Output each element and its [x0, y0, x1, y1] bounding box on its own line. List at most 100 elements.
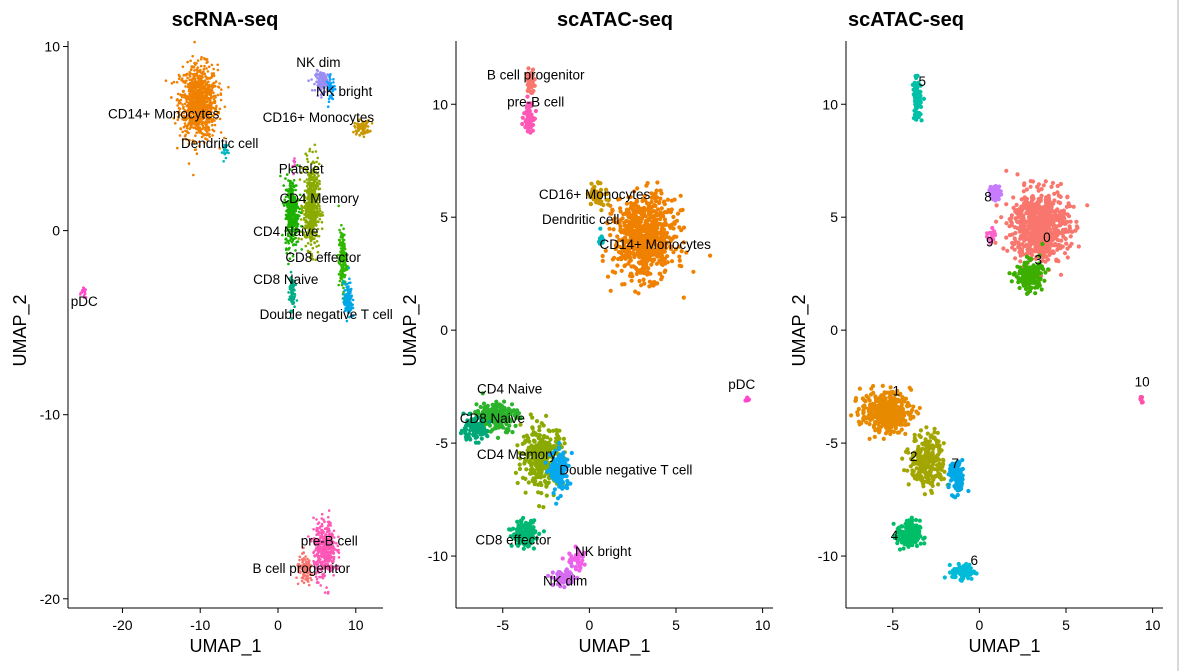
data-point — [204, 126, 207, 130]
data-point — [185, 127, 189, 130]
data-point — [345, 285, 349, 289]
data-point — [307, 181, 311, 185]
data-point — [298, 207, 301, 210]
data-point — [560, 452, 565, 457]
data-point — [479, 436, 484, 441]
data-point — [183, 102, 187, 106]
data-point — [190, 124, 193, 128]
data-point — [210, 72, 214, 75]
data-point — [315, 80, 319, 83]
y-tick-label: 10 — [44, 39, 60, 55]
data-point — [679, 228, 684, 233]
data-point — [542, 474, 547, 479]
data-point — [532, 482, 537, 487]
data-point — [205, 82, 209, 86]
data-point — [537, 504, 542, 509]
data-point — [474, 428, 479, 433]
data-point — [180, 77, 184, 80]
data-point — [218, 147, 222, 150]
data-point — [677, 254, 682, 259]
data-point — [341, 269, 344, 273]
data-point — [206, 125, 210, 129]
data-point — [343, 275, 346, 279]
data-point — [519, 523, 524, 528]
data-point — [188, 78, 191, 81]
data-point — [205, 96, 208, 99]
data-point — [296, 582, 300, 586]
data-point — [177, 77, 181, 81]
data-point — [549, 473, 554, 478]
data-point — [598, 226, 603, 231]
data-point — [182, 111, 186, 115]
panel-title: scRNA-seq — [172, 9, 279, 31]
data-point — [191, 85, 194, 88]
data-point — [675, 211, 681, 216]
data-point — [208, 110, 211, 114]
data-point — [292, 179, 296, 182]
data-point — [468, 437, 473, 442]
data-point — [625, 232, 630, 237]
data-point — [326, 524, 330, 527]
y-tick-label: 5 — [440, 209, 448, 225]
data-point — [311, 150, 314, 154]
data-point — [557, 446, 562, 451]
data-point — [220, 151, 224, 154]
data-point — [186, 113, 190, 117]
data-point — [302, 551, 305, 555]
data-point — [203, 98, 206, 101]
data-point — [600, 253, 605, 259]
data-point — [170, 82, 174, 85]
data-point — [569, 564, 575, 569]
data-point — [223, 136, 226, 140]
data-point — [211, 134, 214, 137]
data-point — [178, 134, 182, 137]
data-point — [338, 238, 342, 242]
data-point — [202, 67, 206, 71]
data-point — [287, 218, 291, 221]
data-point — [201, 88, 204, 91]
data-point — [528, 83, 534, 88]
data-point — [291, 182, 295, 185]
data-point — [198, 126, 202, 129]
data-point — [665, 254, 670, 259]
data-point — [309, 239, 313, 243]
data-point — [176, 146, 179, 150]
data-point — [203, 64, 206, 68]
data-point — [531, 117, 536, 123]
data-point — [312, 551, 315, 554]
data-point — [510, 430, 515, 435]
data-point — [295, 184, 298, 187]
data-point — [203, 57, 206, 61]
data-point — [539, 482, 544, 488]
data-point — [201, 101, 205, 104]
data-point — [544, 493, 549, 498]
data-point — [634, 267, 639, 272]
data-point — [195, 131, 198, 134]
data-point — [190, 117, 194, 120]
data-point — [332, 552, 335, 555]
data-point — [191, 91, 195, 94]
data-point — [318, 214, 322, 218]
data-point — [478, 404, 483, 410]
data-point — [291, 207, 295, 211]
cluster-label: Platelet — [279, 162, 324, 177]
data-point — [369, 129, 372, 133]
data-point — [539, 421, 544, 426]
data-point — [313, 143, 317, 147]
data-point — [496, 425, 501, 430]
data-point — [349, 281, 352, 285]
data-point — [324, 548, 327, 552]
data-point — [183, 134, 187, 138]
cluster-label: CD8 Naive — [460, 411, 525, 426]
x-axis-title: UMAP_1 — [578, 636, 650, 657]
data-point — [199, 57, 203, 61]
data-point — [645, 207, 650, 212]
cluster-label: CD8 Naive — [253, 272, 318, 287]
data-point — [187, 112, 191, 115]
data-point — [351, 303, 355, 307]
data-point — [315, 240, 319, 243]
data-point — [299, 211, 303, 215]
data-point — [292, 184, 296, 188]
data-point — [351, 298, 355, 302]
data-point — [206, 108, 209, 112]
